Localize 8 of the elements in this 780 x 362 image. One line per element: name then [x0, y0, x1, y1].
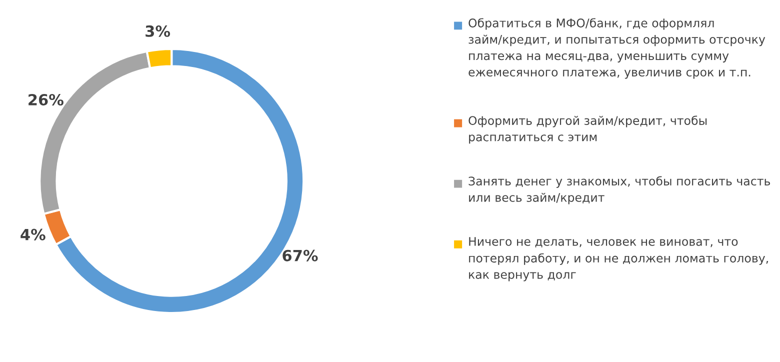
- data-label: 67%: [282, 250, 318, 262]
- legend-label: Ничего не делать, человек не виноват, что потерял работу, и он не должен ломать голову, как вернуть долг: [469, 237, 768, 282]
- legend-label: Оформить другой займ/кредит, чтобы расплатиться с этим: [468, 116, 707, 144]
- legend-label: Обратиться в МФО/банк, где оформлял займ/кредит, и попытаться оформить отсрочку платежа на месяц-два, уменьшить сумму ежемесячного платежа, увеличив срок и т.п.: [468, 18, 766, 79]
- data-label: 4%: [20, 228, 46, 240]
- data-label: 3%: [146, 25, 170, 37]
- legend-label: Занять денег у знакомых, чтобы погасить часть или весь займ/кредит: [468, 176, 770, 204]
- data-label: 26%: [28, 94, 64, 106]
